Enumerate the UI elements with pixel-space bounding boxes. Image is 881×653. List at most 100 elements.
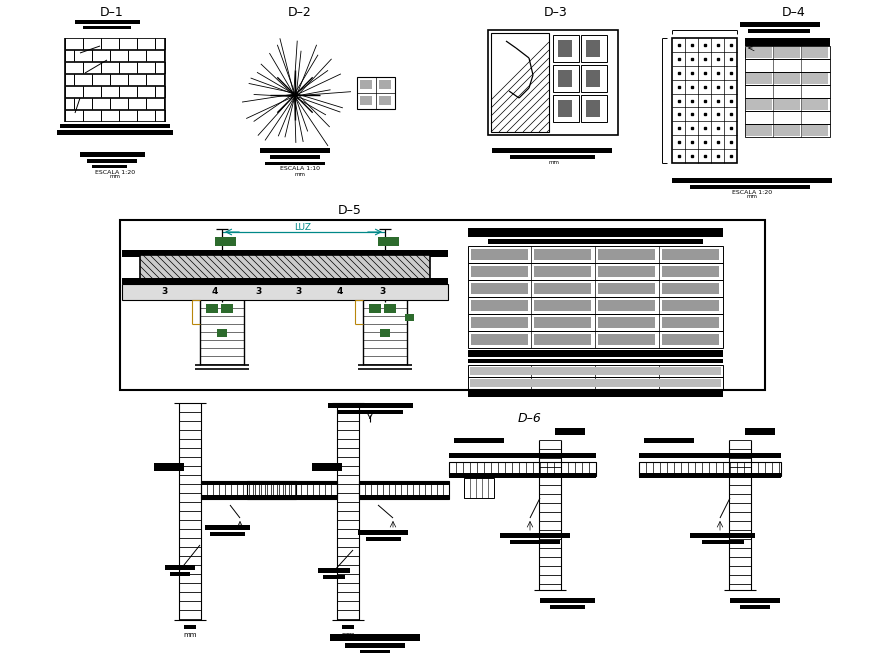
Bar (110, 50, 128, 61)
Bar (586, 100, 600, 117)
Bar (534, 334, 591, 345)
Bar (745, 72, 830, 85)
Bar (540, 598, 595, 603)
Bar (802, 125, 828, 136)
Bar (120, 220, 765, 390)
Bar (534, 300, 591, 311)
Bar (201, 481, 296, 485)
Bar (379, 96, 391, 105)
Bar (702, 540, 744, 544)
Bar (598, 334, 655, 345)
Bar (83, 110, 101, 121)
Bar (491, 33, 549, 132)
Bar (205, 525, 250, 530)
Bar (746, 99, 772, 110)
Bar (122, 278, 448, 285)
Bar (468, 359, 723, 363)
Text: mm: mm (549, 159, 559, 165)
Bar (550, 605, 585, 609)
Bar (74, 74, 92, 85)
Bar (748, 29, 810, 33)
Bar (92, 165, 127, 168)
Bar (672, 178, 832, 183)
Bar (774, 99, 800, 110)
Bar (598, 283, 655, 294)
Bar (184, 625, 196, 629)
Bar (101, 62, 119, 73)
Bar (247, 481, 337, 485)
Bar (224, 237, 236, 246)
Bar (662, 249, 719, 260)
Bar (74, 98, 92, 109)
Bar (662, 300, 719, 311)
Bar (119, 110, 137, 121)
Bar (471, 283, 528, 294)
Bar (57, 130, 173, 135)
Bar (471, 300, 528, 311)
Bar (558, 70, 572, 87)
Bar (510, 540, 560, 544)
Bar (312, 463, 342, 471)
Bar (338, 410, 403, 414)
Bar (662, 266, 719, 277)
Bar (359, 481, 449, 485)
Bar (345, 643, 405, 648)
Bar (165, 565, 195, 570)
Bar (464, 478, 494, 498)
Bar (470, 367, 721, 375)
Bar (468, 350, 723, 357)
Bar (586, 40, 600, 57)
Bar (468, 263, 723, 280)
Bar (553, 35, 579, 62)
Bar (740, 605, 770, 609)
Bar (215, 237, 227, 246)
Text: D–1: D–1 (100, 7, 124, 20)
Bar (639, 453, 781, 458)
Text: mm: mm (294, 172, 306, 178)
Bar (65, 62, 83, 73)
Bar (745, 38, 830, 46)
Bar (140, 255, 430, 280)
Bar (380, 329, 390, 337)
Text: mm: mm (341, 632, 355, 638)
Bar (110, 74, 128, 85)
Bar (83, 38, 101, 49)
Bar (342, 625, 354, 629)
Bar (690, 533, 755, 538)
Bar (534, 317, 591, 328)
Bar (690, 185, 810, 189)
Bar (360, 650, 390, 653)
Bar (468, 331, 723, 348)
Bar (468, 280, 723, 297)
Bar (128, 50, 146, 61)
Text: mm: mm (109, 174, 121, 180)
Bar (468, 314, 723, 331)
Bar (745, 46, 830, 59)
Bar (101, 38, 119, 49)
Bar (101, 110, 119, 121)
Bar (745, 124, 830, 137)
Bar (201, 495, 296, 499)
Bar (745, 85, 830, 98)
Bar (65, 86, 83, 97)
Bar (155, 110, 165, 121)
Bar (155, 86, 165, 97)
Bar (553, 95, 579, 122)
Bar (802, 47, 828, 58)
Text: ESCALA 1:20: ESCALA 1:20 (732, 189, 772, 195)
Bar (65, 98, 74, 109)
Bar (358, 530, 408, 535)
Bar (470, 379, 721, 387)
Bar (384, 304, 396, 313)
Bar (137, 62, 155, 73)
Bar (60, 124, 170, 128)
Bar (598, 317, 655, 328)
Bar (662, 283, 719, 294)
Bar (137, 38, 155, 49)
Bar (449, 462, 596, 476)
Text: 3: 3 (162, 287, 168, 296)
Bar (488, 30, 618, 135)
Bar (581, 35, 607, 62)
Bar (87, 159, 137, 163)
Bar (330, 634, 420, 641)
